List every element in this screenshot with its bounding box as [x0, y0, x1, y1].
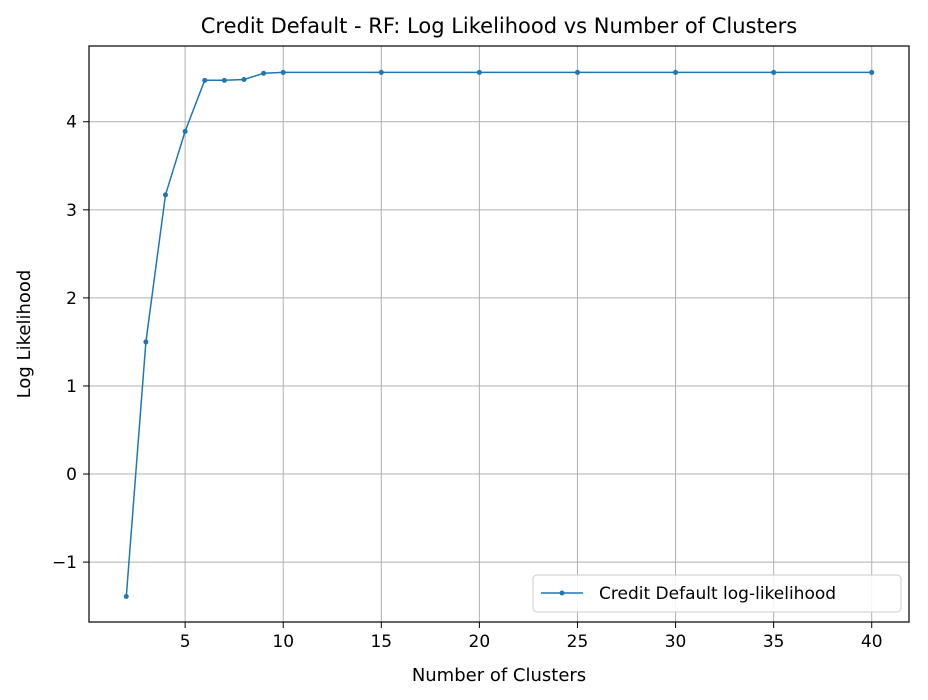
y-tick-label: 3 — [66, 201, 77, 221]
legend-marker — [559, 590, 565, 596]
y-axis-label: Log Likelihood — [14, 270, 35, 399]
x-tick-label: 35 — [763, 632, 785, 652]
data-point — [202, 77, 208, 83]
x-tick-label: 5 — [180, 632, 191, 652]
x-axis: 5 10 15 20 25 30 35 40 — [180, 622, 883, 652]
x-axis-label: Number of Clusters — [412, 665, 586, 686]
data-point — [771, 69, 777, 75]
x-tick-label: 20 — [469, 632, 491, 652]
x-tick-label: 40 — [861, 632, 883, 652]
plot-frame — [88, 45, 910, 623]
x-tick-label: 15 — [370, 632, 392, 652]
data-point — [280, 69, 286, 75]
legend: Credit Default log-likelihood — [532, 574, 902, 613]
data-point — [476, 69, 482, 75]
data-point — [163, 192, 169, 198]
legend-label: Credit Default log-likelihood — [599, 584, 836, 604]
x-tick-label: 10 — [272, 632, 294, 652]
data-point — [378, 69, 384, 75]
data-point — [869, 69, 875, 75]
chart-title: Credit Default - RF: Log Likelihood vs N… — [201, 14, 797, 38]
data-point — [241, 76, 247, 82]
y-tick-label: 1 — [66, 377, 77, 397]
y-tick-label: −1 — [52, 553, 77, 573]
data-point — [574, 69, 580, 75]
y-tick-label: 2 — [66, 289, 77, 309]
grid — [89, 46, 909, 622]
data-point — [673, 69, 679, 75]
data-point — [123, 593, 129, 599]
y-tick-label: 4 — [66, 113, 77, 133]
y-tick-label: 0 — [66, 465, 77, 485]
data-point — [143, 339, 149, 345]
data-point — [182, 128, 188, 134]
data-point — [261, 70, 267, 76]
legend-box — [532, 574, 902, 613]
data-point — [221, 77, 227, 83]
x-tick-label: 25 — [567, 632, 589, 652]
series-layer — [123, 69, 875, 599]
y-axis: −1 0 1 2 3 4 — [52, 113, 89, 573]
x-tick-label: 30 — [665, 632, 687, 652]
